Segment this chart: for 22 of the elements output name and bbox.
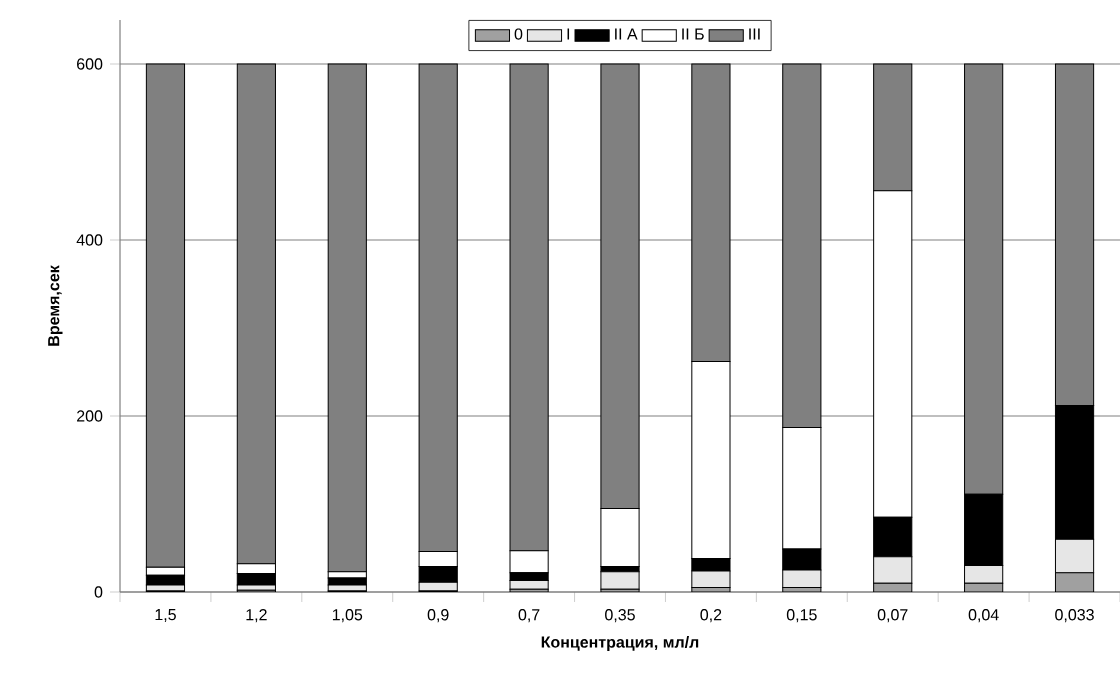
x-tick-label: 1,05 bbox=[332, 609, 363, 623]
x-tick-label: 0,04 bbox=[968, 609, 999, 623]
x-tick-label: 0,7 bbox=[518, 609, 540, 623]
legend-label: III bbox=[749, 28, 760, 40]
x-tick-label: 0,2 bbox=[700, 609, 722, 623]
y-tick-label: 600 bbox=[77, 58, 103, 70]
x-axis-title: Концентрация, мл/л bbox=[541, 636, 699, 651]
x-tick-label: 0,9 bbox=[427, 609, 449, 623]
legend-label: II А bbox=[615, 28, 638, 40]
x-tick-label: 0,07 bbox=[877, 609, 908, 623]
y-axis-title: Время,сек bbox=[48, 265, 63, 346]
x-tick-label: 0,35 bbox=[605, 609, 635, 623]
x-tick-label: 0,15 bbox=[786, 609, 817, 623]
x-tick-label: 1,5 bbox=[155, 609, 176, 623]
legend-label: I bbox=[567, 28, 570, 40]
y-tick-label: 0 bbox=[94, 586, 103, 598]
legend-label: II Б bbox=[682, 28, 704, 40]
y-tick-label: 400 bbox=[76, 234, 103, 246]
x-tick-label: 1,2 bbox=[246, 609, 267, 623]
legend-label: 0 bbox=[514, 28, 523, 40]
y-tick-label: 200 bbox=[77, 410, 103, 422]
x-tick-label: 0,033 bbox=[1055, 609, 1094, 623]
